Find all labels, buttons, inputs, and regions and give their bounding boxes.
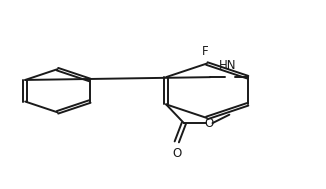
Text: O: O [172,146,181,160]
Text: HN: HN [219,60,237,72]
Text: F: F [202,45,209,58]
Text: O: O [205,117,214,130]
